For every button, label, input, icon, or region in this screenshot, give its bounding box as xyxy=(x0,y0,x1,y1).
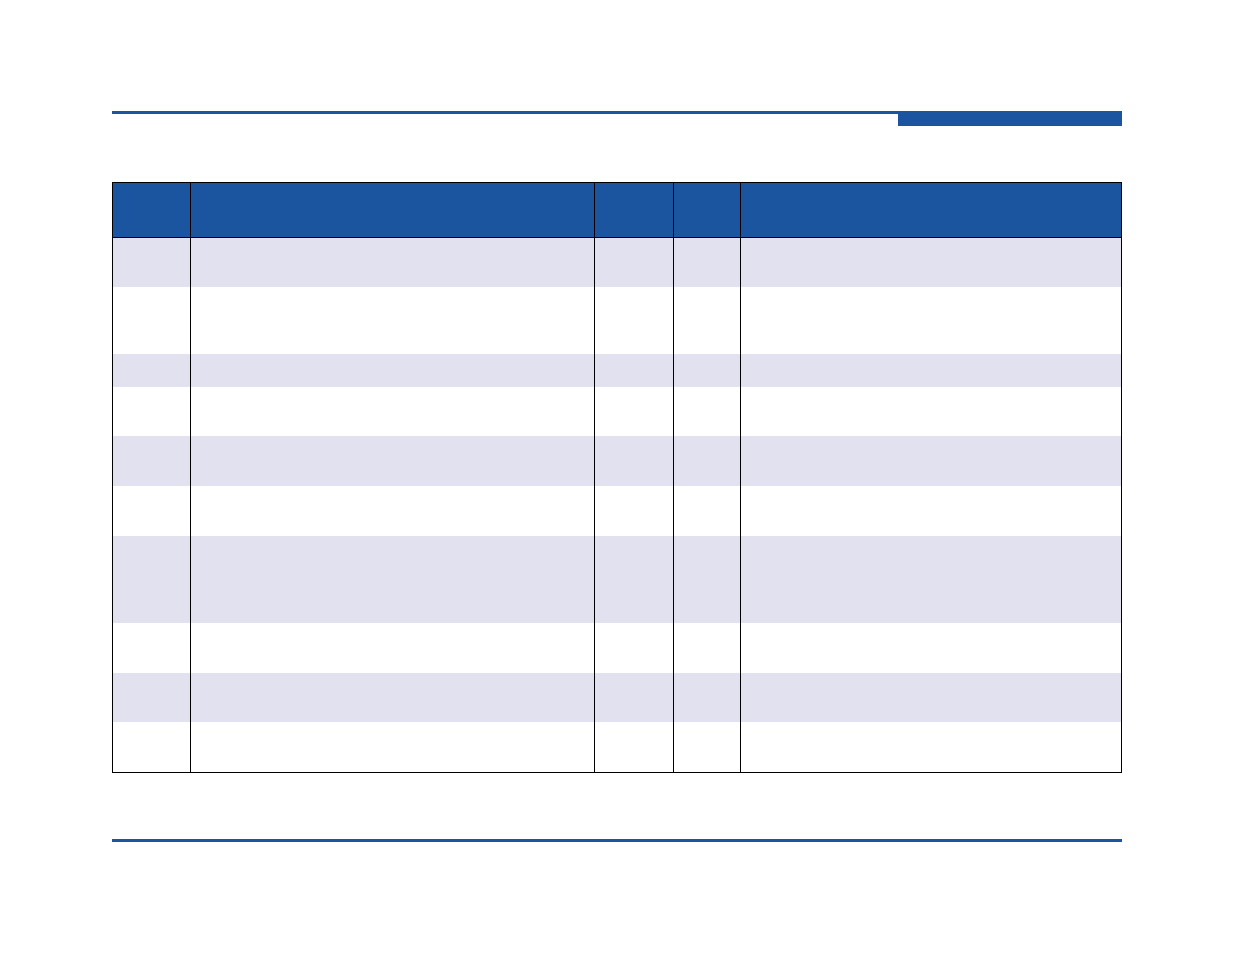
row-band xyxy=(112,436,1122,486)
row-band xyxy=(112,237,1122,287)
row-band xyxy=(112,536,1122,623)
row-band xyxy=(112,354,1122,387)
row-band xyxy=(112,673,1122,722)
header-tab xyxy=(898,111,1122,126)
table-header xyxy=(112,182,1122,237)
footer-rule xyxy=(112,839,1122,842)
header-rule xyxy=(112,111,1122,114)
table-border xyxy=(112,182,1122,773)
row-shading xyxy=(112,237,1122,722)
table-grid xyxy=(112,182,1122,773)
